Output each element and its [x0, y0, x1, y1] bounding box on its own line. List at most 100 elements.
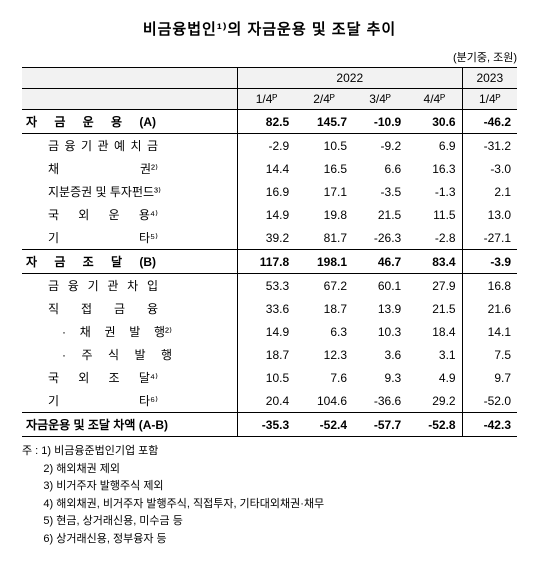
cell: -52.0	[462, 389, 517, 413]
cell: 10.3	[353, 320, 407, 343]
cell: 21.6	[462, 297, 517, 320]
cell: 14.9	[237, 203, 295, 226]
cell: 16.5	[295, 157, 353, 180]
cell: 17.1	[295, 180, 353, 203]
footnotes: 주 : 1) 비금융준법인기업 포함 2) 해외채권 제외 3) 비거주자 발행…	[22, 443, 517, 549]
cell: 20.4	[237, 389, 295, 413]
cell: 10.5	[237, 366, 295, 389]
cell: -1.3	[407, 180, 462, 203]
row-label: 채 권²⁾	[22, 157, 237, 180]
page-title: 비금융법인¹⁾의 자금운용 및 조달 추이	[22, 18, 517, 39]
blank-header2	[22, 89, 237, 110]
cell: 12.3	[295, 343, 353, 366]
cell: 27.9	[407, 274, 462, 298]
cell: -52.8	[407, 413, 462, 437]
cell: 3.6	[353, 343, 407, 366]
footnote-prefix	[22, 513, 43, 531]
cell: 39.2	[237, 226, 295, 250]
row-label: 금 융 기 관 예 치 금	[22, 134, 237, 158]
footnote-text: 4) 해외채권, 비거주자 발행주식, 직접투자, 기타대외채권·채무	[43, 496, 324, 514]
col-q2: 2/4ᴾ	[295, 89, 353, 110]
row-label: 기 타⁵⁾	[22, 226, 237, 250]
cell: 13.0	[462, 203, 517, 226]
unit-label: (분기중, 조원)	[22, 49, 517, 65]
cell: -31.2	[462, 134, 517, 158]
row-label: · 주 식 발 행	[22, 343, 237, 366]
row-label: 국 외 운 용⁴⁾	[22, 203, 237, 226]
footnote-prefix	[22, 478, 43, 496]
cell: 19.8	[295, 203, 353, 226]
cell: 198.1	[295, 250, 353, 274]
cell: 6.6	[353, 157, 407, 180]
cell: 145.7	[295, 110, 353, 134]
cell: 67.2	[295, 274, 353, 298]
cell: 30.6	[407, 110, 462, 134]
cell: 2.1	[462, 180, 517, 203]
row-label: 자 금 조 달 (B)	[22, 250, 237, 274]
cell: -9.2	[353, 134, 407, 158]
cell: -26.3	[353, 226, 407, 250]
cell: 21.5	[353, 203, 407, 226]
cell: 46.7	[353, 250, 407, 274]
cell: 33.6	[237, 297, 295, 320]
footnote-prefix	[22, 461, 43, 479]
cell: -27.1	[462, 226, 517, 250]
cell: 11.5	[407, 203, 462, 226]
cell: 29.2	[407, 389, 462, 413]
footnote-prefix: 주 :	[22, 443, 41, 461]
cell: 81.7	[295, 226, 353, 250]
blank-header	[22, 68, 237, 89]
footnote-text: 2) 해외채권 제외	[43, 461, 120, 479]
row-label: 기 타⁶⁾	[22, 389, 237, 413]
row-label: 국 외 조 달⁴⁾	[22, 366, 237, 389]
cell: -3.0	[462, 157, 517, 180]
footnote-text: 3) 비거주자 발행주식 제외	[43, 478, 163, 496]
cell: 6.9	[407, 134, 462, 158]
cell: 53.3	[237, 274, 295, 298]
cell: -10.9	[353, 110, 407, 134]
row-label: 직 접 금 융	[22, 297, 237, 320]
cell: 18.7	[237, 343, 295, 366]
footnote-text: 5) 현금, 상거래신용, 미수금 등	[43, 513, 182, 531]
cell: 82.5	[237, 110, 295, 134]
cell: 9.7	[462, 366, 517, 389]
cell: -42.3	[462, 413, 517, 437]
cell: 10.5	[295, 134, 353, 158]
cell: 6.3	[295, 320, 353, 343]
footnote-prefix	[22, 496, 43, 514]
col-q1: 1/4ᴾ	[237, 89, 295, 110]
cell: 9.3	[353, 366, 407, 389]
year-2023: 2023	[462, 68, 517, 89]
cell: -46.2	[462, 110, 517, 134]
year-2022: 2022	[237, 68, 462, 89]
cell: 4.9	[407, 366, 462, 389]
cell: -57.7	[353, 413, 407, 437]
cell: 14.9	[237, 320, 295, 343]
cell: 16.9	[237, 180, 295, 203]
col-q5: 1/4ᴾ	[462, 89, 517, 110]
cell: 18.7	[295, 297, 353, 320]
cell: 7.6	[295, 366, 353, 389]
footnote-prefix	[22, 531, 43, 549]
row-label: 자금운용 및 조달 차액 (A-B)	[22, 413, 237, 437]
cell: -2.8	[407, 226, 462, 250]
row-label: 자 금 운 용 (A)	[22, 110, 237, 134]
cell: 21.5	[407, 297, 462, 320]
data-table: 2022 2023 1/4ᴾ 2/4ᴾ 3/4ᴾ 4/4ᴾ 1/4ᴾ 자 금 운…	[22, 67, 517, 437]
row-label: 지분증권 및 투자펀드³⁾	[22, 180, 237, 203]
cell: 7.5	[462, 343, 517, 366]
cell: 16.8	[462, 274, 517, 298]
col-q4: 4/4ᴾ	[407, 89, 462, 110]
cell: 3.1	[407, 343, 462, 366]
cell: -35.3	[237, 413, 295, 437]
cell: 14.1	[462, 320, 517, 343]
cell: -2.9	[237, 134, 295, 158]
cell: -3.5	[353, 180, 407, 203]
cell: -36.6	[353, 389, 407, 413]
row-label: 금 융 기 관 차 입	[22, 274, 237, 298]
cell: 13.9	[353, 297, 407, 320]
cell: 83.4	[407, 250, 462, 274]
cell: 18.4	[407, 320, 462, 343]
cell: 14.4	[237, 157, 295, 180]
cell: 104.6	[295, 389, 353, 413]
